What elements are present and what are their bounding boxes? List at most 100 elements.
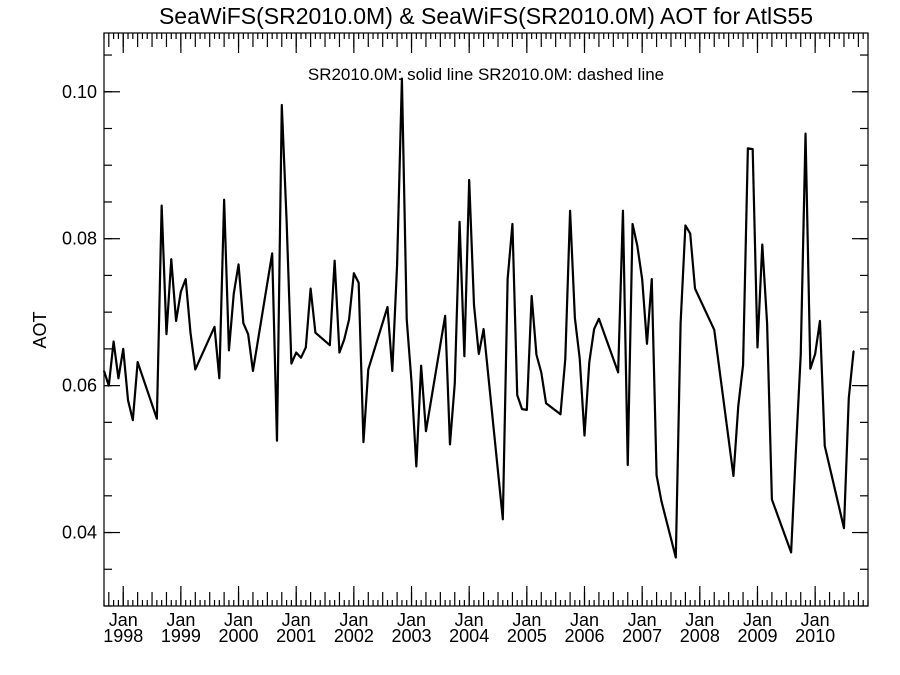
series-point	[751, 148, 754, 150]
plot-frame	[103, 32, 869, 607]
series-point	[540, 371, 543, 374]
series-point	[650, 278, 653, 280]
series-point	[175, 320, 177, 322]
series-point	[795, 449, 797, 452]
series-point	[737, 405, 740, 407]
series-point	[122, 348, 125, 350]
series-point	[569, 209, 571, 212]
series-point	[213, 326, 216, 328]
series-point	[694, 287, 696, 290]
series-point	[252, 370, 254, 372]
series-point	[583, 434, 586, 437]
series-point	[660, 500, 663, 502]
x-tick-label-year: 2005	[507, 626, 547, 646]
series-point	[425, 430, 427, 432]
series-point	[305, 346, 307, 349]
y-tick-label: 0.06	[62, 376, 97, 396]
series-point	[189, 331, 192, 334]
x-tick-label-year: 2003	[391, 626, 431, 646]
series-point	[396, 263, 398, 266]
series-point	[444, 315, 446, 317]
series-point	[309, 287, 312, 290]
x-tick-label-year: 2010	[795, 626, 835, 646]
series-point	[242, 322, 245, 324]
series-point	[348, 318, 350, 321]
series-point	[622, 209, 624, 212]
series-point	[578, 357, 581, 360]
series-point	[314, 331, 317, 334]
series-point	[223, 198, 225, 201]
series-point	[295, 351, 298, 354]
series-point	[463, 355, 466, 358]
series-point	[453, 382, 456, 385]
series-point	[160, 204, 163, 207]
series-point	[790, 551, 792, 554]
series-point	[232, 292, 235, 295]
series-point	[814, 353, 816, 355]
series-point	[679, 322, 682, 324]
series-point	[588, 361, 591, 363]
series-point	[545, 402, 547, 405]
series-point	[732, 475, 735, 477]
x-tick-label-month: Jan	[339, 610, 368, 630]
series-point	[771, 498, 773, 501]
series-point	[530, 295, 533, 297]
series-point	[136, 361, 139, 363]
x-tick-label-month: Jan	[397, 610, 426, 630]
series-point	[184, 278, 187, 280]
series-point	[353, 272, 355, 275]
series-point	[405, 318, 408, 321]
series-point	[391, 370, 394, 372]
x-tick-label-year: 2000	[219, 626, 259, 646]
series-layer	[102, 77, 855, 559]
series-point	[847, 397, 850, 399]
series-point	[521, 408, 523, 410]
series-point	[290, 362, 293, 365]
series-point	[401, 77, 403, 80]
x-tick-label-month: Jan	[166, 610, 195, 630]
series-point	[804, 132, 807, 135]
axis-tick-labels: 0.040.060.080.10Jan1998Jan1999Jan2000Jan…	[62, 82, 835, 646]
series-point	[271, 252, 273, 255]
series-point	[218, 377, 221, 380]
series-point	[766, 322, 768, 324]
x-tick-label-month: Jan	[109, 610, 138, 630]
series-point	[338, 351, 341, 354]
series-point	[449, 443, 451, 446]
series-point	[506, 278, 509, 280]
series-point	[636, 245, 639, 247]
series-point	[482, 328, 485, 330]
series-point	[477, 353, 480, 355]
series-point	[852, 350, 855, 352]
series-point	[819, 320, 821, 322]
series-point	[689, 232, 692, 235]
series-point	[410, 381, 413, 383]
series-point	[165, 333, 168, 335]
series-point	[516, 394, 519, 396]
series-point	[362, 441, 365, 443]
series-point	[386, 306, 389, 308]
series-point	[170, 258, 173, 261]
series-point	[468, 179, 470, 181]
series-point	[747, 147, 749, 150]
x-tick-label-year: 2009	[737, 626, 777, 646]
series-point	[280, 104, 283, 106]
series-point	[809, 367, 812, 370]
series-point	[646, 342, 648, 345]
x-tick-label-month: Jan	[512, 610, 541, 630]
x-tick-label-year: 2002	[334, 626, 374, 646]
series-point	[108, 384, 110, 387]
series-point	[655, 474, 658, 477]
series-point	[329, 344, 331, 347]
series-point	[559, 413, 562, 416]
series-point	[132, 419, 134, 421]
series-point	[112, 340, 115, 343]
axis-ticks	[103, 33, 869, 607]
x-tick-label-month: Jan	[455, 610, 484, 630]
series-point	[156, 417, 158, 420]
chart-title: SeaWiFS(SR2010.0M) & SeaWiFS(SR2010.0M) …	[159, 3, 813, 29]
series-point	[333, 259, 336, 262]
series-point	[641, 278, 643, 280]
series-point	[511, 223, 514, 225]
series-point	[228, 349, 230, 352]
